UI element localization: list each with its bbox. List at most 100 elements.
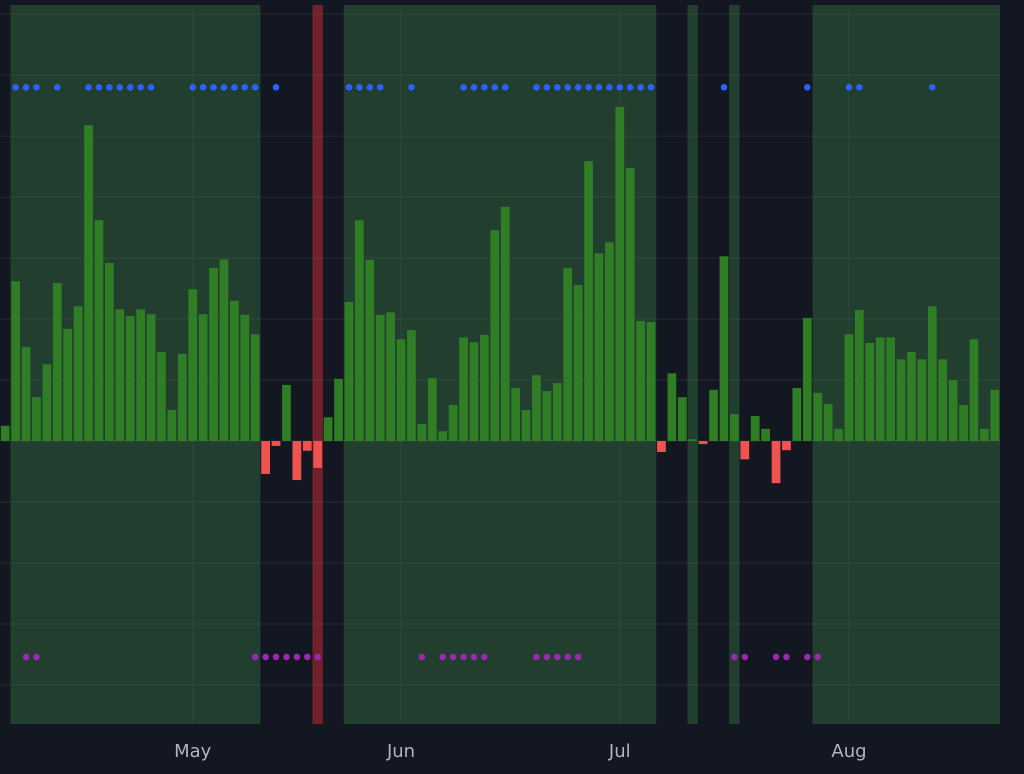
bar — [709, 389, 718, 442]
bar — [969, 339, 979, 442]
bar — [448, 405, 458, 442]
marker-dot — [366, 84, 374, 91]
marker-dot — [501, 84, 509, 91]
bar — [209, 267, 218, 442]
marker-dot — [533, 84, 540, 91]
bar — [480, 334, 489, 442]
bar — [917, 359, 927, 442]
bar — [688, 439, 698, 442]
bar — [250, 334, 260, 442]
bar — [511, 387, 520, 442]
marker-dot — [220, 84, 228, 91]
bar — [521, 409, 531, 442]
marker-dot — [95, 84, 103, 91]
bar — [823, 403, 833, 442]
bar — [396, 339, 406, 442]
marker-dot — [470, 84, 478, 91]
bar — [802, 317, 812, 442]
bar — [427, 378, 437, 442]
marker-dot — [803, 84, 811, 91]
bar — [375, 314, 385, 442]
bar — [292, 441, 302, 481]
marker-dot — [22, 84, 30, 91]
marker-dot — [783, 653, 790, 661]
bar — [563, 267, 573, 442]
marker-dot — [251, 653, 259, 661]
bar — [32, 397, 41, 442]
bar — [834, 428, 843, 442]
marker-dot — [543, 653, 551, 661]
marker-dot — [314, 653, 322, 661]
bar — [0, 425, 10, 442]
marker-dot — [928, 84, 936, 91]
bar — [782, 441, 791, 451]
bar — [667, 373, 677, 442]
marker-dot — [845, 84, 853, 91]
marker-dot — [543, 84, 551, 91]
bar — [886, 337, 895, 442]
region — [10, 5, 261, 724]
bar — [63, 328, 73, 442]
bar — [11, 281, 20, 442]
marker-dot — [22, 653, 30, 661]
marker-dot — [12, 84, 19, 91]
bar — [84, 125, 93, 442]
bar — [594, 253, 604, 442]
marker-dot — [595, 84, 603, 91]
marker-dot — [137, 84, 144, 91]
bar — [188, 289, 198, 442]
marker-dot — [251, 84, 259, 91]
bar — [844, 334, 854, 442]
marker-dot — [303, 653, 311, 661]
marker-dot — [210, 84, 217, 91]
bar — [875, 337, 885, 442]
x-tick-label: May — [174, 741, 212, 762]
bar — [750, 416, 760, 442]
marker-dot — [241, 84, 249, 91]
region — [312, 5, 323, 724]
bar — [177, 353, 187, 442]
marker-dot — [470, 653, 478, 661]
marker-dot — [199, 84, 207, 91]
bar — [719, 256, 729, 442]
marker-dot — [116, 84, 124, 91]
bar — [740, 441, 750, 460]
bar — [94, 220, 104, 442]
bar — [198, 314, 208, 442]
marker-dot — [772, 653, 780, 661]
bar — [677, 397, 687, 442]
marker-dot — [564, 653, 572, 661]
bar — [21, 347, 31, 442]
bar — [948, 380, 958, 442]
marker-dot — [147, 84, 155, 91]
bar — [261, 441, 270, 474]
bar — [896, 359, 906, 442]
marker-dot — [856, 84, 863, 91]
marker-dot — [814, 653, 822, 661]
bar — [125, 316, 135, 442]
marker-dot — [491, 84, 499, 91]
bar — [386, 312, 395, 442]
marker-dot — [606, 84, 613, 91]
marker-dot — [53, 84, 61, 91]
marker-dot — [720, 84, 728, 91]
bar — [219, 259, 229, 442]
bar — [792, 387, 802, 442]
marker-dot — [564, 84, 572, 91]
x-tick-label: Aug — [831, 741, 866, 762]
bar — [167, 409, 177, 442]
bar — [115, 309, 125, 442]
bar — [157, 351, 166, 442]
marker-dot — [33, 84, 40, 91]
region — [343, 5, 657, 724]
marker-dot — [626, 84, 634, 91]
bar — [855, 309, 864, 442]
bar — [907, 351, 916, 442]
bar — [355, 220, 364, 442]
bar — [730, 414, 739, 442]
marker-dot — [106, 84, 113, 91]
bar — [136, 309, 145, 442]
bar — [865, 342, 875, 442]
bar — [417, 423, 427, 442]
bar — [407, 330, 416, 442]
